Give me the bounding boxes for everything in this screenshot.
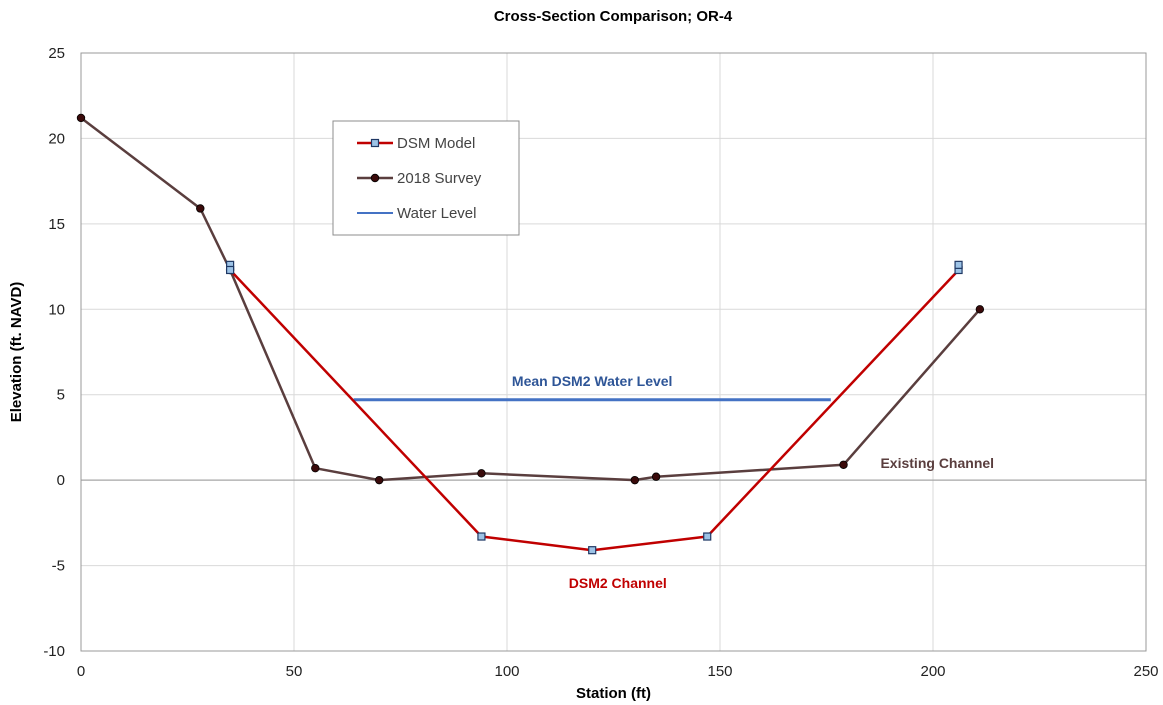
annotation-label: Mean DSM2 Water Level [512, 373, 673, 389]
y-tick-label: 25 [48, 45, 65, 62]
dsm-model-point [588, 546, 597, 555]
series-dsm-model [226, 260, 963, 555]
y-tick-label: -5 [52, 558, 65, 575]
x-tick-label: 100 [494, 663, 519, 680]
2018-survey-point [975, 305, 985, 314]
x-tick-label: 200 [920, 663, 945, 680]
legend-item: Water Level [357, 205, 476, 222]
x-tick-label: 50 [286, 663, 303, 680]
annotation-label: Existing Channel [880, 455, 994, 471]
2018-survey-point [651, 472, 661, 481]
annotation-label: DSM2 Channel [569, 575, 667, 591]
legend-label: DSM Model [397, 135, 475, 152]
series-2018-survey [76, 113, 985, 485]
2018-survey-point [76, 113, 86, 123]
2018-survey-point [196, 204, 205, 213]
2018-survey-point [477, 469, 486, 478]
legend-swatch-marker [370, 173, 380, 183]
dsm-model-point [226, 265, 235, 275]
y-axis-label: Elevation (ft. NAVD) [8, 282, 25, 423]
y-tick-label: 10 [48, 301, 65, 318]
2018-survey-line [80, 116, 981, 482]
legend: DSM Model 2018 Survey Water Level [332, 120, 520, 236]
y-tick-label: -10 [43, 643, 65, 660]
legend-label: 2018 Survey [397, 170, 482, 187]
series-layer [76, 113, 985, 555]
dsm-model-point [477, 532, 486, 541]
2018-survey-point [375, 475, 384, 485]
x-axis-label: Station (ft) [576, 685, 651, 702]
legend-item: 2018 Survey [357, 170, 482, 187]
x-tick-label: 150 [707, 663, 732, 680]
tick-labels: 0 50 100 150 200 250 -10 -5 0 5 10 15 20 25 [43, 45, 1158, 680]
y-tick-label: 20 [48, 130, 65, 147]
grid-lines [81, 53, 1146, 651]
legend-item: DSM Model [357, 135, 475, 152]
chart-title: Cross-Section Comparison; OR-4 [494, 8, 733, 25]
y-tick-label: 15 [48, 216, 65, 233]
y-tick-label: 0 [57, 472, 65, 489]
annotations: Mean DSM2 Water Level Existing Channel DSM… [512, 373, 994, 591]
2018-survey-point [311, 463, 320, 473]
x-tick-label: 250 [1133, 663, 1158, 680]
y-tick-label: 5 [57, 387, 65, 404]
plot-area [80, 52, 1147, 652]
dsm-model-line [228, 264, 960, 552]
x-tick-label: 0 [77, 663, 85, 680]
legend-label: Water Level [397, 205, 476, 222]
dsm-model-point [954, 260, 963, 269]
dsm-model-point [703, 532, 712, 541]
2018-survey-point [839, 460, 848, 469]
2018-survey-point [630, 475, 639, 485]
legend-swatch-marker [370, 138, 380, 148]
